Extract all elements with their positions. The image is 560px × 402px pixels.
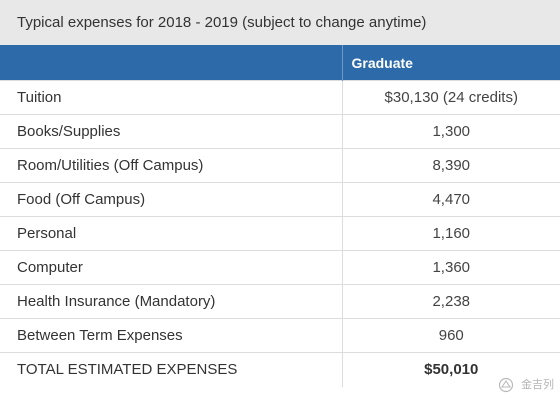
table-row: Food (Off Campus) 4,470 (0, 182, 560, 217)
row-value-books-supplies: 1,300 (342, 114, 560, 149)
table-row: Between Term Expenses 960 (0, 318, 560, 353)
row-value-computer: 1,360 (342, 250, 560, 285)
row-label-tuition: Tuition (0, 80, 343, 115)
table-row: Books/Supplies 1,300 (0, 114, 560, 149)
row-value-room-utilities: 8,390 (342, 148, 560, 183)
table-row: Computer 1,360 (0, 250, 560, 285)
row-value-between-term: 960 (342, 318, 560, 353)
row-value-food: 4,470 (342, 182, 560, 217)
expenses-table: Graduate Tuition $30,130 (24 credits) Bo… (0, 45, 560, 387)
table-row: Personal 1,160 (0, 216, 560, 251)
header-label-column (0, 45, 343, 81)
watermark-text: 金吉列 (521, 379, 554, 391)
row-value-personal: 1,160 (342, 216, 560, 251)
table-row: Room/Utilities (Off Campus) 8,390 (0, 148, 560, 183)
total-label: TOTAL ESTIMATED EXPENSES (0, 352, 343, 387)
row-label-personal: Personal (0, 216, 343, 251)
row-label-books-supplies: Books/Supplies (0, 114, 343, 149)
table-header-row: Graduate (0, 45, 560, 81)
table-row: Health Insurance (Mandatory) 2,238 (0, 284, 560, 319)
row-label-health-insurance: Health Insurance (Mandatory) (0, 284, 343, 319)
row-value-health-insurance: 2,238 (342, 284, 560, 319)
row-label-food: Food (Off Campus) (0, 182, 343, 217)
table-row: Tuition $30,130 (24 credits) (0, 80, 560, 115)
row-label-room-utilities: Room/Utilities (Off Campus) (0, 148, 343, 183)
table-caption: Typical expenses for 2018 - 2019 (subjec… (0, 0, 560, 45)
row-label-between-term: Between Term Expenses (0, 318, 343, 353)
total-value: $50,010 (342, 352, 560, 387)
watermark: 金吉列 (498, 374, 554, 396)
header-graduate-column: Graduate (342, 45, 560, 81)
row-value-tuition: $30,130 (24 credits) (342, 80, 560, 115)
total-row: TOTAL ESTIMATED EXPENSES $50,010 (0, 352, 560, 387)
row-label-computer: Computer (0, 250, 343, 285)
watermark-logo-icon (498, 377, 514, 393)
